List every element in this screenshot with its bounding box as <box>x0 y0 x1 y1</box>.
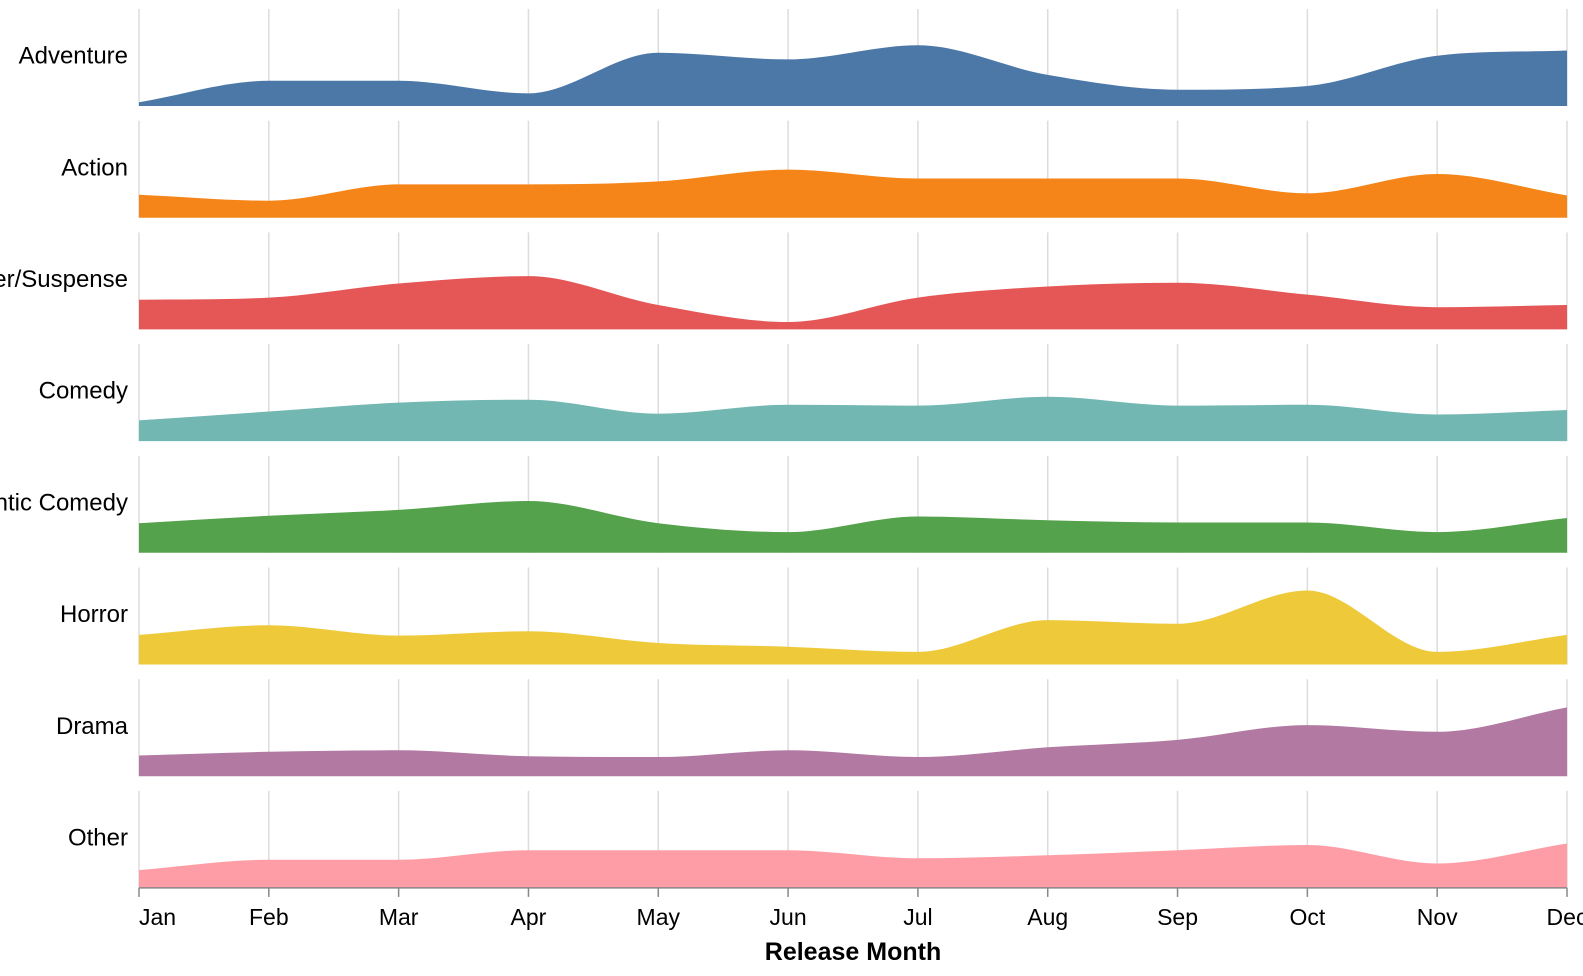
x-axis-title: Release Month <box>765 938 941 966</box>
row-label: Action <box>61 154 128 181</box>
row-label: Comedy <box>39 378 128 405</box>
area-thriller-suspense <box>139 276 1567 330</box>
area-other <box>139 843 1567 888</box>
x-tick-label: May <box>637 904 681 930</box>
x-tick-label: Jul <box>903 904 932 930</box>
area-action <box>139 169 1567 218</box>
x-tick-label: Oct <box>1289 904 1325 930</box>
area-comedy <box>139 396 1567 442</box>
x-tick-label: Apr <box>511 904 547 930</box>
row-label: Adventure <box>19 43 128 70</box>
x-axis: Jan Feb Mar Apr May Jun Jul Aug Sep Oct Nov Dec <box>138 887 1583 930</box>
area-drama <box>139 707 1567 777</box>
x-tick-label: Jun <box>770 904 807 930</box>
x-tick-label: Mar <box>379 904 419 930</box>
x-tick-label: Feb <box>249 904 289 930</box>
row-label: Other <box>68 824 128 851</box>
area-horror <box>139 590 1567 665</box>
row-label: Drama <box>56 713 129 740</box>
x-tick-label: Sep <box>1157 904 1198 930</box>
x-tick-label: Nov <box>1417 904 1458 930</box>
x-tick-label: Aug <box>1027 904 1068 930</box>
x-tick-label: Dec <box>1547 904 1583 930</box>
row-label: Horror <box>60 601 128 628</box>
area-adventure <box>139 45 1567 106</box>
row-labels: Adventure Action Thriller/Suspense Comedy Ro… <box>0 43 129 852</box>
row-label: Thriller/Suspense <box>0 266 128 293</box>
area-romantic-comedy <box>139 501 1567 553</box>
area-series <box>139 45 1567 888</box>
x-tick-label: Jan <box>139 904 176 930</box>
row-label: Romantic Comedy <box>0 489 128 516</box>
